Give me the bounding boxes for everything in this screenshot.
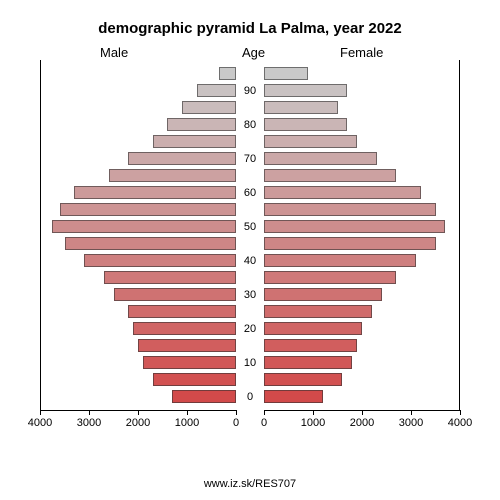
male-bar	[219, 67, 236, 80]
male-bar	[153, 373, 236, 386]
x-tick-label: 3000	[391, 417, 431, 429]
age-tick-label: 40	[237, 255, 263, 267]
female-bar	[264, 390, 323, 403]
male-bar	[84, 254, 236, 267]
chart-title: demographic pyramid La Palma, year 2022	[0, 20, 500, 37]
x-tick-mark	[411, 410, 412, 415]
female-bar	[264, 169, 396, 182]
male-bar	[172, 390, 236, 403]
male-bar	[167, 118, 236, 131]
female-bar	[264, 152, 377, 165]
female-bar	[264, 203, 436, 216]
x-tick-label: 4000	[20, 417, 60, 429]
x-tick-label: 1000	[167, 417, 207, 429]
axis-line	[459, 60, 460, 410]
x-tick-mark	[362, 410, 363, 415]
female-bar	[264, 101, 338, 114]
axis-line	[40, 60, 41, 410]
female-bar	[264, 271, 396, 284]
male-bar	[143, 356, 236, 369]
age-tick-label: 70	[237, 153, 263, 165]
age-tick-label: 50	[237, 221, 263, 233]
x-tick-mark	[313, 410, 314, 415]
x-tick-label: 2000	[118, 417, 158, 429]
plot-area: 0102030405060708090400030002000100000100…	[40, 60, 460, 440]
male-bar	[60, 203, 236, 216]
female-bar	[264, 356, 352, 369]
male-bar	[109, 169, 236, 182]
female-bar	[264, 118, 347, 131]
female-bar	[264, 322, 362, 335]
x-tick-label: 3000	[69, 417, 109, 429]
age-tick-label: 90	[237, 85, 263, 97]
x-tick-label: 4000	[440, 417, 480, 429]
male-bar	[128, 305, 236, 318]
male-bar	[153, 135, 236, 148]
female-bar	[264, 254, 416, 267]
female-bar	[264, 67, 308, 80]
source-text: www.iz.sk/RES707	[0, 478, 500, 490]
age-tick-label: 10	[237, 357, 263, 369]
male-bar	[128, 152, 236, 165]
female-bar	[264, 373, 342, 386]
male-bar	[52, 220, 236, 233]
pyramid-chart: demographic pyramid La Palma, year 2022 …	[0, 0, 500, 500]
label-male: Male	[100, 45, 128, 60]
x-tick-label: 0	[244, 417, 284, 429]
x-tick-label: 1000	[293, 417, 333, 429]
age-tick-label: 80	[237, 119, 263, 131]
female-bar	[264, 305, 372, 318]
x-tick-label: 2000	[342, 417, 382, 429]
male-bar	[133, 322, 236, 335]
age-tick-label: 20	[237, 323, 263, 335]
female-bar	[264, 186, 421, 199]
female-bar	[264, 220, 445, 233]
x-tick-mark	[460, 410, 461, 415]
male-bar	[65, 237, 237, 250]
x-tick-mark	[40, 410, 41, 415]
x-tick-mark	[138, 410, 139, 415]
male-bar	[74, 186, 236, 199]
label-female: Female	[340, 45, 383, 60]
male-bar	[138, 339, 236, 352]
x-tick-mark	[89, 410, 90, 415]
female-bar	[264, 135, 357, 148]
male-bar	[104, 271, 236, 284]
x-tick-mark	[187, 410, 188, 415]
label-age: Age	[242, 45, 265, 60]
male-bar	[182, 101, 236, 114]
x-tick-mark	[236, 410, 237, 415]
female-bar	[264, 237, 436, 250]
female-bar	[264, 84, 347, 97]
age-tick-label: 0	[237, 391, 263, 403]
age-tick-label: 60	[237, 187, 263, 199]
male-bar	[114, 288, 237, 301]
female-bar	[264, 288, 382, 301]
male-bar	[197, 84, 236, 97]
x-tick-mark	[264, 410, 265, 415]
age-tick-label: 30	[237, 289, 263, 301]
female-bar	[264, 339, 357, 352]
